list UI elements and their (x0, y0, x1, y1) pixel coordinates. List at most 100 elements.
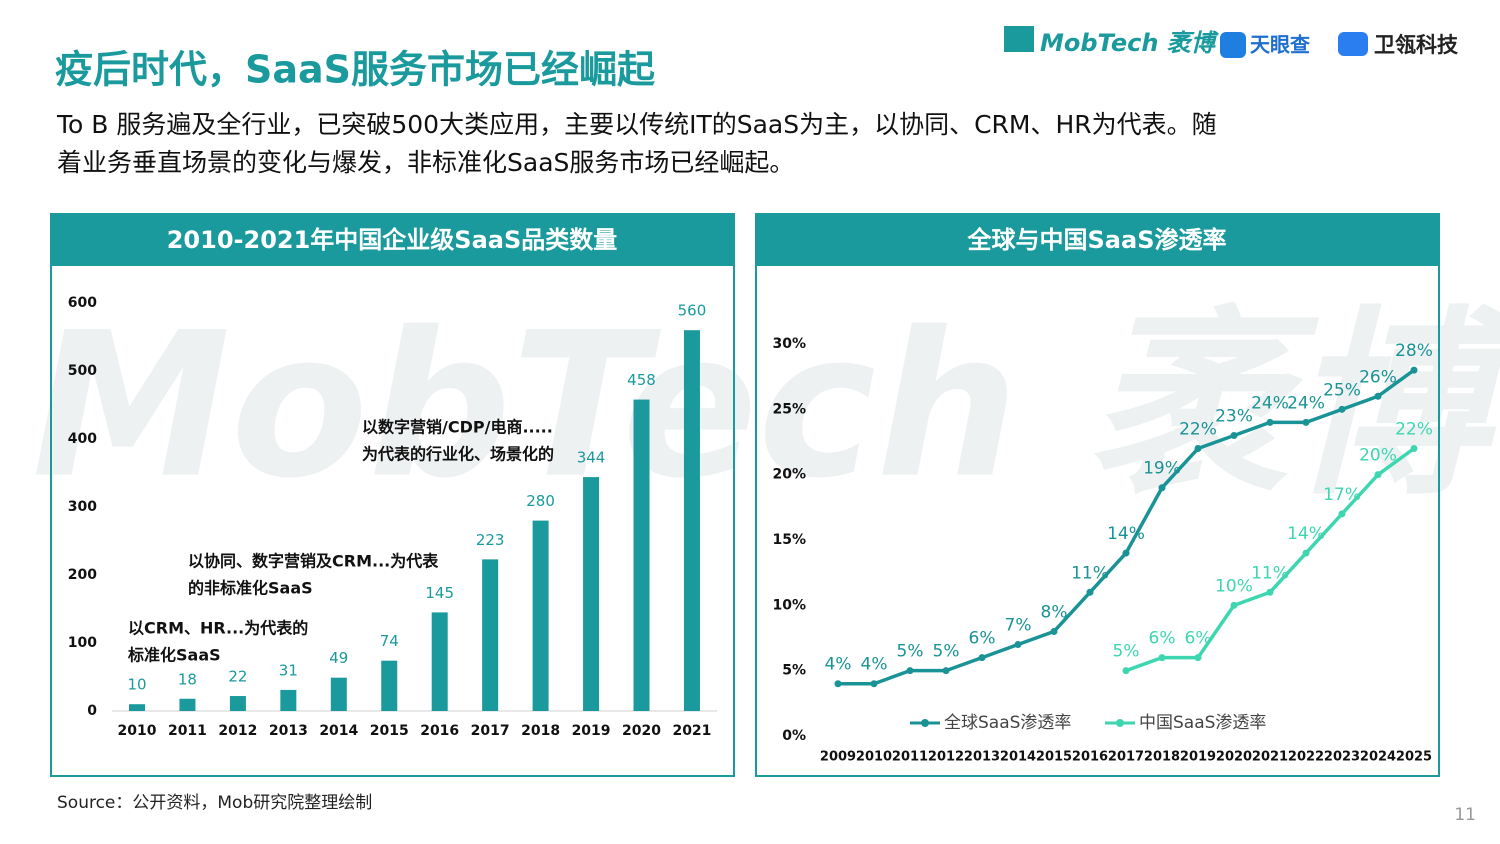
y-tick-label: 100 (68, 635, 97, 651)
bar (431, 612, 448, 711)
value-label: 22% (1179, 420, 1217, 440)
source: Source：公开资料，Mob研究院整理绘制 (57, 793, 372, 813)
x-tick-label: 2021 (1252, 750, 1288, 765)
value-label: 22 (228, 668, 247, 686)
x-tick-label: 2020 (1216, 750, 1252, 765)
value-label: 4% (861, 655, 888, 675)
bar (280, 689, 297, 711)
y-tick-label: 5% (782, 663, 806, 679)
value-label: 31 (279, 661, 298, 679)
logo: 天眼查 (1250, 33, 1310, 57)
value-label: 280 (526, 492, 555, 510)
x-tick-label: 2023 (1324, 750, 1360, 765)
value-label: 25% (1323, 380, 1361, 400)
value-label: 24% (1251, 393, 1289, 413)
x-tick-label: 2010 (856, 750, 892, 765)
value-label: 10% (1215, 576, 1253, 596)
logo-icon (1220, 32, 1246, 58)
bar (129, 704, 145, 711)
y-tick-label: 400 (68, 431, 97, 447)
value-label: 5% (897, 642, 924, 662)
y-tick-label: 25% (772, 401, 806, 417)
x-tick-label: 2013 (964, 750, 1000, 765)
legend-marker (921, 719, 929, 727)
y-tick-label: 0% (782, 728, 806, 744)
value-label: 344 (577, 449, 606, 467)
y-tick-label: 20% (772, 467, 806, 483)
y-tick-label: 200 (68, 567, 97, 583)
x-tick-label: 2019 (1180, 750, 1216, 765)
watermark: MobTech 袤博 (32, 290, 1500, 523)
value-label: 28% (1395, 341, 1433, 361)
chart-title: 2010-2021年中国企业级SaaS品类数量 (167, 226, 618, 254)
x-tick-label: 2009 (820, 750, 856, 765)
x-tick-label: 2024 (1360, 750, 1396, 765)
x-tick-label: 2016 (1072, 750, 1108, 765)
value-label: 10 (127, 676, 146, 694)
x-tick-label: 2015 (1036, 750, 1072, 765)
logo: MobTech 袤博 (1040, 29, 1219, 57)
legend-label: 全球SaaS渗透率 (944, 713, 1071, 733)
annotation: 的非标准化SaaS (188, 579, 313, 598)
y-tick-label: 0 (87, 703, 97, 719)
value-label: 4% (825, 655, 852, 675)
value-label: 14% (1287, 524, 1325, 544)
x-tick-label: 2011 (168, 723, 207, 739)
x-tick-label: 2017 (471, 723, 510, 739)
value-label: 145 (425, 584, 454, 602)
y-tick-label: 10% (772, 597, 806, 613)
value-label: 74 (380, 632, 399, 650)
value-label: 11% (1251, 563, 1289, 583)
value-label: 458 (627, 371, 656, 389)
annotation: 为代表的行业化、场景化的 (362, 445, 554, 464)
annotation: 以数字营销/CDP/电商..... (362, 418, 553, 437)
panel-header (51, 214, 734, 266)
value-label: 23% (1215, 406, 1253, 426)
y-tick-label: 30% (772, 336, 806, 352)
x-tick-label: 2012 (928, 750, 964, 765)
x-tick-label: 2014 (319, 723, 358, 739)
bar (683, 330, 700, 711)
value-label: 6% (1185, 629, 1212, 649)
bar (381, 660, 398, 711)
value-label: 20% (1359, 446, 1397, 466)
legend-marker (1116, 719, 1124, 727)
value-label: 8% (1041, 602, 1068, 622)
value-label: 6% (1149, 629, 1176, 649)
value-label: 560 (678, 302, 707, 320)
x-tick-label: 2018 (1144, 750, 1180, 765)
x-tick-label: 2011 (892, 750, 928, 765)
value-label: 24% (1287, 393, 1325, 413)
value-label: 18 (178, 670, 197, 688)
x-tick-label: 2020 (622, 723, 661, 739)
x-tick-label: 2025 (1396, 750, 1432, 765)
x-tick-label: 2022 (1288, 750, 1324, 765)
y-tick-label: 300 (68, 499, 97, 515)
logo-icon (1004, 26, 1034, 52)
line (838, 368, 1416, 686)
value-label: 17% (1323, 485, 1361, 505)
x-tick-label: 2015 (370, 723, 409, 739)
value-label: 5% (1113, 642, 1140, 662)
annotation: 以协同、数字营销及CRM...为代表 (188, 552, 439, 571)
bar (633, 399, 650, 711)
chart-title: 全球与中国SaaS渗透率 (967, 226, 1227, 254)
x-tick-label: 2019 (572, 723, 611, 739)
slide-title: 疫后时代，SaaS服务市场已经崛起 (55, 48, 656, 92)
x-tick-label: 2013 (269, 723, 308, 739)
y-tick-label: 15% (772, 532, 806, 548)
legend-label: 中国SaaS渗透率 (1139, 713, 1266, 733)
value-label: 26% (1359, 367, 1397, 387)
value-label: 7% (1005, 616, 1032, 636)
x-tick-label: 2016 (420, 723, 459, 739)
x-tick-label: 2014 (1000, 750, 1036, 765)
annotation: 标准化SaaS (127, 646, 221, 665)
bar (229, 696, 246, 711)
value-label: 11% (1071, 563, 1109, 583)
x-tick-label: 2017 (1108, 750, 1144, 765)
annotation: 以CRM、HR...为代表的 (128, 619, 308, 638)
y-tick-label: 500 (68, 363, 97, 379)
value-label: 22% (1395, 420, 1433, 440)
x-tick-label: 2021 (672, 723, 711, 739)
value-label: 6% (969, 629, 996, 649)
